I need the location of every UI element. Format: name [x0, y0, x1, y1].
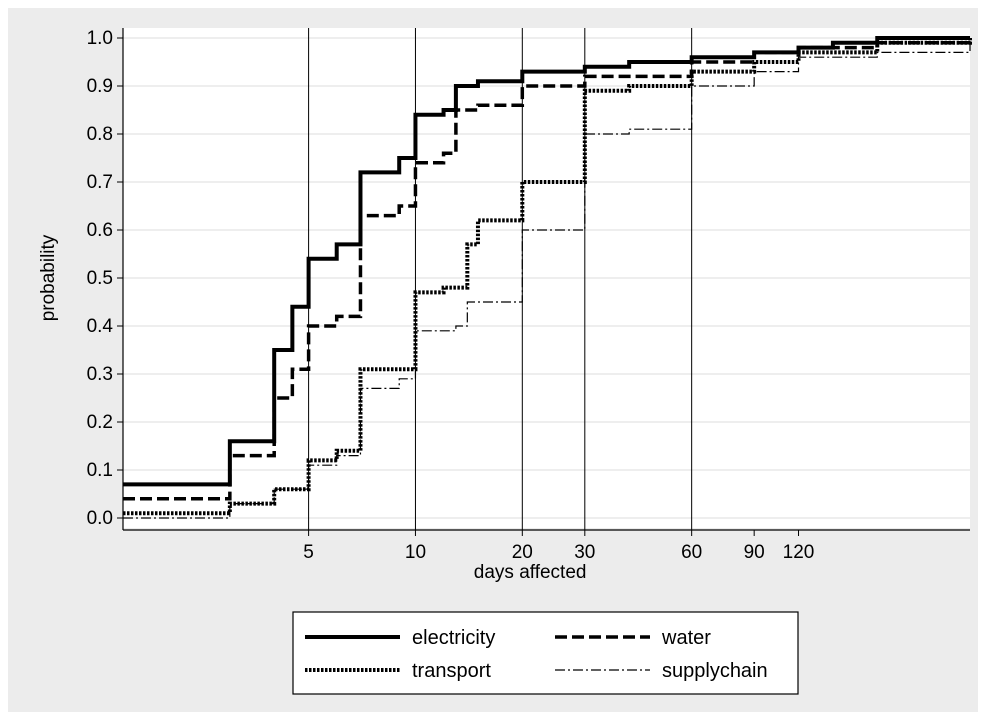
- x-axis-title: days affected: [474, 562, 587, 583]
- y-tick-label: 0.1: [87, 460, 113, 481]
- y-tick-label: 0.8: [87, 124, 113, 145]
- legend-label-water: water: [661, 627, 711, 649]
- x-tick-label: 90: [744, 542, 765, 563]
- y-tick-label: 1.0: [87, 28, 113, 49]
- legend: electricity water transport supplychain: [292, 611, 799, 695]
- x-tick-label: 20: [512, 542, 533, 563]
- series-line-transport: [123, 38, 972, 516]
- series-line-water: [123, 38, 972, 501]
- series-layer: [123, 36, 972, 519]
- x-tick-label: 30: [574, 542, 595, 563]
- y-tick-label: 0.5: [87, 268, 113, 289]
- legend-label-transport: transport: [412, 660, 491, 682]
- y-tick-label: 0.9: [87, 76, 113, 97]
- grid-layer: [123, 28, 970, 528]
- chart-svg: 0.0 0.1 0.2 0.3 0.4 0.5 0.6 0.7 0.8 0.9 1.0 5 10 20 30…: [38, 28, 972, 695]
- y-tick-label: 0.0: [87, 508, 113, 529]
- chart-figure: 0.0 0.1 0.2 0.3 0.4 0.5 0.6 0.7 0.8 0.9 1.0 5 10 20 30…: [8, 8, 978, 712]
- y-tick-label: 0.3: [87, 364, 113, 385]
- x-tick-label: 5: [303, 542, 314, 563]
- x-tick-label: 10: [405, 542, 426, 563]
- legend-label-supplychain: supplychain: [662, 660, 768, 682]
- y-axis-title: probability: [38, 234, 59, 321]
- x-tick-label: 120: [783, 542, 815, 563]
- legend-label-electricity: electricity: [412, 627, 495, 649]
- y-tick-label: 0.4: [87, 316, 114, 337]
- y-tick-label: 0.7: [87, 172, 113, 193]
- axis-layer: 0.0 0.1 0.2 0.3 0.4 0.5 0.6 0.7 0.8 0.9 1.0 5 10 20 30…: [38, 28, 970, 583]
- x-tick-label: 60: [681, 542, 702, 563]
- y-tick-label: 0.6: [87, 220, 113, 241]
- legend-box: [292, 611, 799, 695]
- series-line-supplychain: [123, 38, 971, 519]
- y-tick-label: 0.2: [87, 412, 113, 433]
